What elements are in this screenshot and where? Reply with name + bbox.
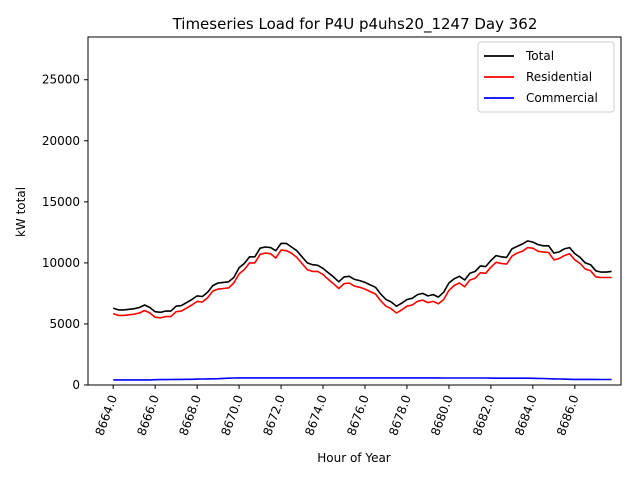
y-tick-label: 0 <box>72 378 80 392</box>
axes-frame <box>87 36 622 386</box>
y-tick-label: 25000 <box>42 73 80 87</box>
x-axis-label: Hour of Year <box>317 451 391 465</box>
legend-box <box>477 41 615 113</box>
series-line-total <box>112 240 612 314</box>
series-line-residential <box>112 246 612 319</box>
y-tick-label: 5000 <box>49 317 80 331</box>
series-line-commercial <box>113 377 612 381</box>
legend-label-total: Total <box>525 49 554 63</box>
legend-label-residential: Residential <box>526 70 592 84</box>
legend-label-commercial: Commercial <box>526 91 598 105</box>
chart-title: Timeseries Load for P4U p4uhs20_1247 Day… <box>172 15 538 34</box>
y-tick-label: 10000 <box>42 256 80 270</box>
y-tick-label: 20000 <box>42 134 80 148</box>
y-axis-label: kW total <box>14 187 28 237</box>
legend: Total Residential Commercial <box>477 41 615 113</box>
y-tick-label: 15000 <box>42 195 80 209</box>
y-axis-ticks: 0 5000 10000 15000 20000 25000 <box>42 73 88 392</box>
